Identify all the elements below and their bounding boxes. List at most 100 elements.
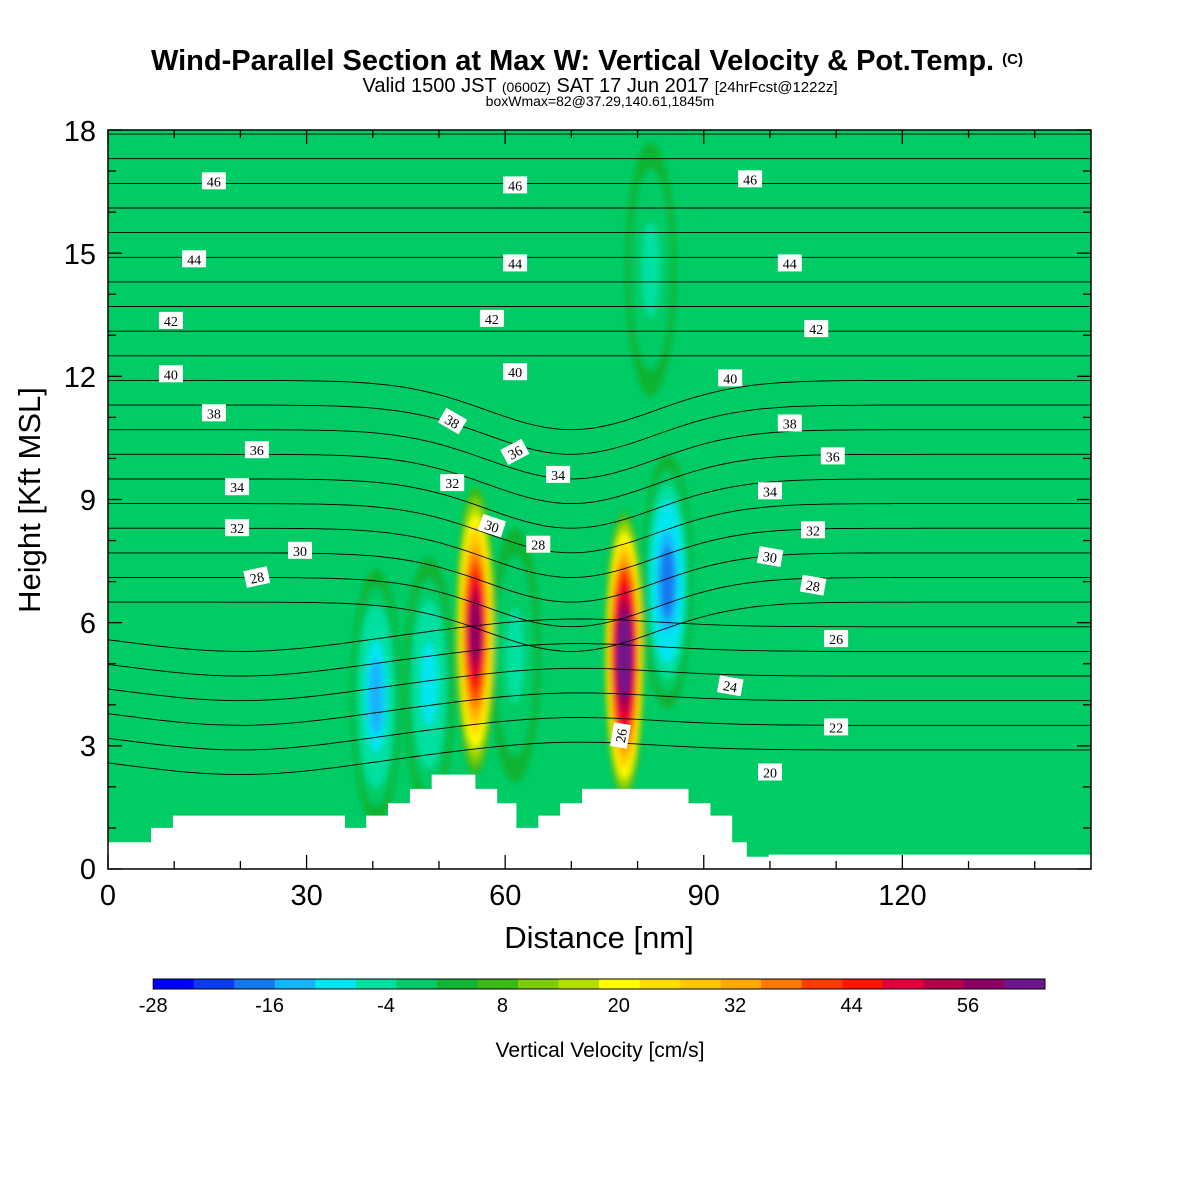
colorbar <box>152 978 1046 990</box>
colorbar-swatch <box>396 979 438 989</box>
chart-subtitle-2: boxWmax=82@37.29,140.61,1845m <box>486 93 715 109</box>
contour-label-text: 28 <box>249 570 266 588</box>
contour-label-text: 32 <box>445 477 459 492</box>
contour-label: 46 <box>201 172 226 190</box>
contour-label: 22 <box>824 718 849 736</box>
contour-label-box <box>824 718 849 736</box>
contour-label-text: 34 <box>763 485 777 500</box>
theta-contour <box>108 527 1091 578</box>
x-tick-label: 90 <box>688 880 720 912</box>
contour-label: 46 <box>738 170 763 188</box>
contour-label-text: 42 <box>164 315 178 330</box>
contour-label-text: 46 <box>207 175 221 190</box>
contour-label-text: 44 <box>187 253 201 268</box>
x-tick-label: 0 <box>100 880 116 912</box>
colorbar-swatch <box>1004 979 1046 989</box>
contour-label: 46 <box>503 176 528 194</box>
colorbar-swatch <box>882 979 924 989</box>
colorbar-swatch <box>234 979 276 989</box>
contour-label-box <box>503 176 528 194</box>
contour-label-text: 40 <box>164 368 178 383</box>
contour-label-box <box>526 535 551 553</box>
theta-contour <box>108 503 1091 554</box>
contour-label: 34 <box>758 482 782 500</box>
contour-label-text: 38 <box>442 413 462 433</box>
colorbar-swatch <box>153 979 195 989</box>
theta-contour <box>108 404 1091 455</box>
theta-contour <box>108 478 1091 529</box>
contour-label-text: 44 <box>508 257 522 272</box>
colorbar-swatch <box>558 979 600 989</box>
colorbar-swatch <box>923 979 965 989</box>
y-tick-label: 3 <box>80 731 96 763</box>
velocity-band <box>505 608 525 703</box>
colorbar-tick-label: -4 <box>377 995 395 1017</box>
contour-label-box <box>437 407 468 435</box>
plot-area: 46 46 46 44 44 44 42 42 42 40 40 40 38 38 38 36 36 36 34 34… <box>108 130 1091 869</box>
contour-label: 32 <box>225 519 250 537</box>
chart-title: Wind-Parallel Section at Max W: Vertical… <box>151 45 1023 77</box>
contour-label: 34 <box>546 465 571 484</box>
contour-label-box <box>503 363 528 381</box>
contour-label-text: 32 <box>806 524 820 539</box>
x-tick-label: 120 <box>878 880 926 912</box>
contour-label-text: 42 <box>809 323 823 338</box>
contour-label: 40 <box>503 363 528 381</box>
contour-label: 44 <box>182 250 207 268</box>
y-tick-labels: 0 3 6 9 12 15 18 <box>64 116 96 886</box>
contour-label-box <box>799 574 827 596</box>
colorbar-tick-label: -28 <box>139 995 168 1017</box>
theta-contour <box>108 379 1091 431</box>
contour-label: 42 <box>804 320 829 338</box>
chart-subtitle: Valid 1500 JST (0600Z) SAT 17 Jun 2017 [… <box>362 75 837 97</box>
contour-label-box <box>225 478 250 496</box>
colorbar-swatch <box>315 979 357 989</box>
contour-label: 38 <box>437 407 468 435</box>
colorbar-swatch <box>801 979 843 989</box>
contour-label-text: 36 <box>506 444 525 464</box>
contour-label-text: 34 <box>230 481 244 496</box>
contour-label-text: 26 <box>829 633 843 648</box>
contour-label: 26 <box>824 630 849 648</box>
contour-label: 28 <box>799 574 827 596</box>
contour-label-box <box>158 311 183 329</box>
colorbar-swatch <box>477 979 519 989</box>
contour-label: 32 <box>440 474 465 492</box>
contour-label-text: 26 <box>614 728 631 744</box>
velocity-band <box>619 627 630 684</box>
contour-label-text: 38 <box>783 418 797 433</box>
x-tick-label: 30 <box>290 880 322 912</box>
colorbar-tick-label: -16 <box>255 995 284 1017</box>
contour-label-text: 30 <box>482 518 500 537</box>
contour-label-box <box>820 447 845 465</box>
contour-label-text: 20 <box>763 767 777 782</box>
contour-label-text: 36 <box>826 450 840 465</box>
theta-contour <box>108 667 1091 702</box>
contour-labels: 46 46 46 44 44 44 42 42 42 40 40 40 38 38 38 36 36 36 34 34… <box>158 170 849 782</box>
theta-contour <box>108 618 1091 652</box>
theta-contour <box>108 453 1091 505</box>
contour-label-box <box>610 722 631 749</box>
colorbar-swatch <box>639 979 681 989</box>
contour-label: 44 <box>503 254 528 272</box>
contour-label-box <box>244 441 269 459</box>
contour-label-text: 28 <box>805 579 821 596</box>
colorbar-tick-label: 20 <box>608 995 630 1017</box>
contour-label-box <box>479 309 504 327</box>
contour-label-box <box>288 541 312 559</box>
contour-label: 28 <box>526 535 551 554</box>
contour-label-text: 46 <box>508 179 522 194</box>
contour-label-box <box>777 254 802 272</box>
velocity-band <box>470 600 481 661</box>
theta-contour <box>108 692 1091 726</box>
contour-label-box <box>738 170 763 188</box>
contour-label: 38 <box>201 404 226 422</box>
colorbar-swatch <box>193 979 235 989</box>
contour-label: 42 <box>479 309 504 328</box>
velocity-band <box>368 658 384 735</box>
contour-label-text: 38 <box>207 407 221 422</box>
theta-contour <box>108 643 1091 677</box>
contour-label: 40 <box>718 369 743 387</box>
colorbar-swatch <box>274 979 316 989</box>
theta-contour <box>108 741 1091 776</box>
